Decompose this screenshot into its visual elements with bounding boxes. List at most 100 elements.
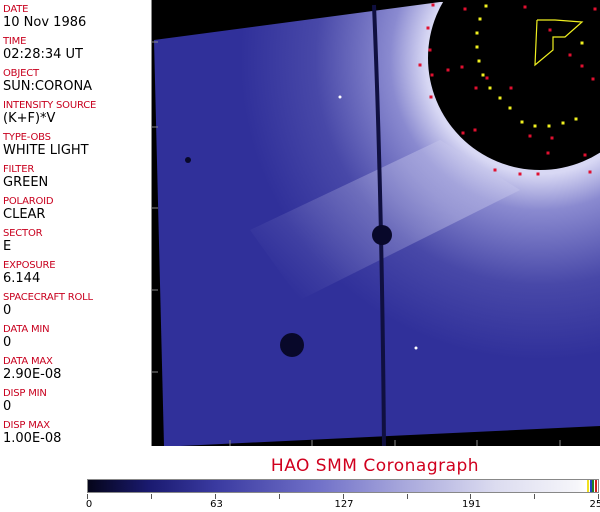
fiducial-red [580,64,584,68]
pylon-mount [372,225,392,245]
coronal-streamer [250,140,520,300]
colorbar-tick-label: 127 [334,499,354,510]
fiducial-red [430,73,434,77]
fiducial-red [583,153,587,157]
fiducial-red [536,172,540,176]
fiducial-red [429,95,433,99]
dust-spot [280,333,304,357]
fiducial-red [546,151,550,155]
fiducial-markers [418,3,597,176]
star [414,346,418,350]
fiducial-red [548,28,552,32]
star [338,95,342,99]
fiducial-yellow [520,120,524,124]
fiducial-red [493,168,497,172]
colorbar-tick [406,494,408,499]
header-field: EXPOSURE 6.144 [3,260,56,286]
colorbar-tick [598,494,600,499]
fiducial-yellow [481,73,485,77]
header-field: DISP MIN 0 [3,388,47,414]
fiducial-red [426,26,430,30]
fiducial-yellow [547,124,551,128]
colorbar-tick [87,494,88,499]
fiducial-yellow [498,96,502,100]
field-label: SPACECRAFT ROLL [3,292,93,303]
fiducial-red [428,48,432,52]
header-info-panel: DATE 10 Nov 1986 TIME 02:28:34 UT OBJECT SUN:… [0,0,152,446]
field-label: INTENSITY SOURCE [3,100,97,111]
field-value: 2.90E-08 [3,367,62,382]
fiducial-yellow [484,4,488,8]
fiducial-yellow [478,17,482,21]
colorbar-tick [150,494,152,499]
colorbar-tick-label: 63 [210,499,223,510]
colorbar-overlay-swatch [587,480,589,492]
header-field: TYPE-OBS WHITE LIGHT [3,132,89,158]
field-value: 6.144 [3,271,41,286]
colorbar-tick [534,494,536,499]
field-label: EXPOSURE [3,260,56,271]
header-field: DATE 10 Nov 1986 [3,4,86,30]
colorbar-overlay-swatch [589,480,592,492]
field-label: DISP MIN [3,388,47,399]
colorbar-tick-label: 255 [589,499,600,510]
fiducial-yellow [533,124,537,128]
frame-ticks [152,41,561,446]
field-label: TIME [3,36,27,47]
header-field: DISP MAX 1.00E-08 [3,420,61,446]
header-field: DATA MAX 2.90E-08 [3,356,61,382]
field-label: DATE [3,4,29,15]
fiducial-red [463,7,467,11]
header-field: SECTOR E [3,228,43,254]
orientation-marker [534,19,584,67]
fiducial-red [446,68,450,72]
fiducial-red [474,86,478,90]
header-field: POLAROID CLEAR [3,196,54,222]
field-label: DATA MAX [3,356,53,367]
field-value: 02:28:34 UT [3,47,83,62]
fiducial-red [431,3,435,7]
fiducial-red [461,131,465,135]
fiducial-red [509,86,513,90]
field-value: 1.00E-08 [3,431,62,446]
colorbar [87,479,599,493]
field-value: WHITE LIGHT [3,143,89,158]
fiducial-red [418,63,422,67]
field-label: DATA MIN [3,324,50,335]
fiducial-yellow [477,59,481,63]
colorbar-tick-label: 191 [461,499,482,510]
colorbar-tick [278,494,280,499]
fiducial-yellow [475,31,479,35]
field-label: FILTER [3,164,35,175]
fiducial-red [485,76,489,80]
header-field: INTENSITY SOURCE (K+F)*V [3,100,96,126]
fiducial-yellow [561,121,565,125]
colorbar-overlay-swatch [592,480,594,492]
coronagraph-image [152,0,600,446]
field-value: 0 [3,399,12,414]
header-field: OBJECT SUN:CORONA [3,68,92,94]
fiducial-red [550,136,554,140]
fiducial-yellow [488,86,492,90]
fiducial-yellow [475,45,479,49]
header-field: TIME 02:28:34 UT [3,36,83,62]
colorbar-tick [214,494,216,499]
field-value: GREEN [3,175,49,190]
instrument-title: HAO SMM Coronagraph [270,456,480,476]
field-value: 10 Nov 1986 [3,15,87,30]
field-value: SUN:CORONA [3,79,93,94]
header-field: FILTER GREEN [3,164,48,190]
header-field: DATA MIN 0 [3,324,50,350]
dust-spot-small [185,157,191,163]
fiducial-red [588,170,592,174]
fiducial-yellow [574,117,578,121]
colorbar-tick [470,494,472,499]
field-value: (K+F)*V [3,111,56,126]
field-value: 0 [3,303,12,318]
field-label: SECTOR [3,228,43,239]
fiducial-red [473,128,477,132]
occulter-disk [428,0,600,170]
field-label: OBJECT [3,68,39,79]
occulter-pylon [372,4,386,446]
fiducial-red [523,5,527,9]
